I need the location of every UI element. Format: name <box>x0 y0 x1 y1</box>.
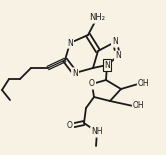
Text: N: N <box>115 51 121 60</box>
Text: N: N <box>104 60 110 69</box>
Text: N: N <box>72 69 78 78</box>
Text: NH: NH <box>91 128 103 137</box>
Text: OH: OH <box>138 80 150 89</box>
Text: NH₂: NH₂ <box>89 13 105 22</box>
Text: OH: OH <box>133 102 145 111</box>
Text: N: N <box>112 38 118 46</box>
Text: N: N <box>67 38 73 47</box>
Text: O: O <box>67 122 73 131</box>
Text: O: O <box>89 80 95 89</box>
